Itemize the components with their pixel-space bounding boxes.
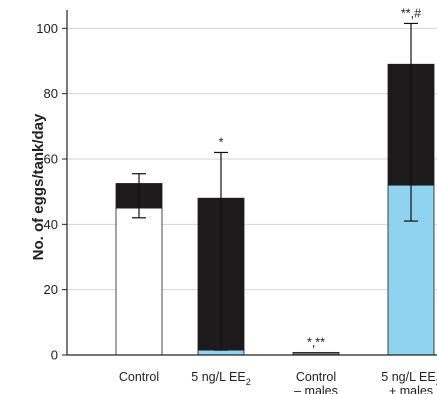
x-category-label: 5 ng/L EE2 — [381, 370, 437, 387]
y-tick-label: 20 — [44, 282, 58, 297]
subscript: 2 — [246, 377, 251, 387]
x-category-label-line2: + males — [389, 384, 433, 394]
x-category-label: Control — [119, 370, 159, 384]
x-category-label: 5 ng/L EE2 — [191, 370, 250, 387]
y-tick-label: 40 — [44, 217, 58, 232]
significance-label: *,** — [307, 335, 325, 349]
x-category-label: Control — [296, 370, 336, 384]
y-tick-label: 80 — [44, 86, 58, 101]
bars — [115, 63, 435, 356]
subscript: 2 — [436, 377, 437, 387]
axes — [62, 10, 437, 356]
bar-segment — [115, 207, 163, 356]
significance-label: **,# — [401, 6, 421, 20]
bar-segment — [197, 349, 245, 356]
error-bars — [132, 22, 418, 351]
y-tick-label: 100 — [36, 21, 58, 36]
x-category-label-line2: – males — [294, 384, 338, 394]
y-axis-label: No. of eggs/tank/day — [30, 113, 47, 260]
y-tick-label: 0 — [51, 348, 58, 363]
labels: 0 20 40 60 80 100 * *,** **,# Control 5 ng/L EE2 Co… — [36, 6, 437, 394]
y-tick-label: 60 — [44, 152, 58, 167]
significance-label: * — [219, 135, 224, 149]
